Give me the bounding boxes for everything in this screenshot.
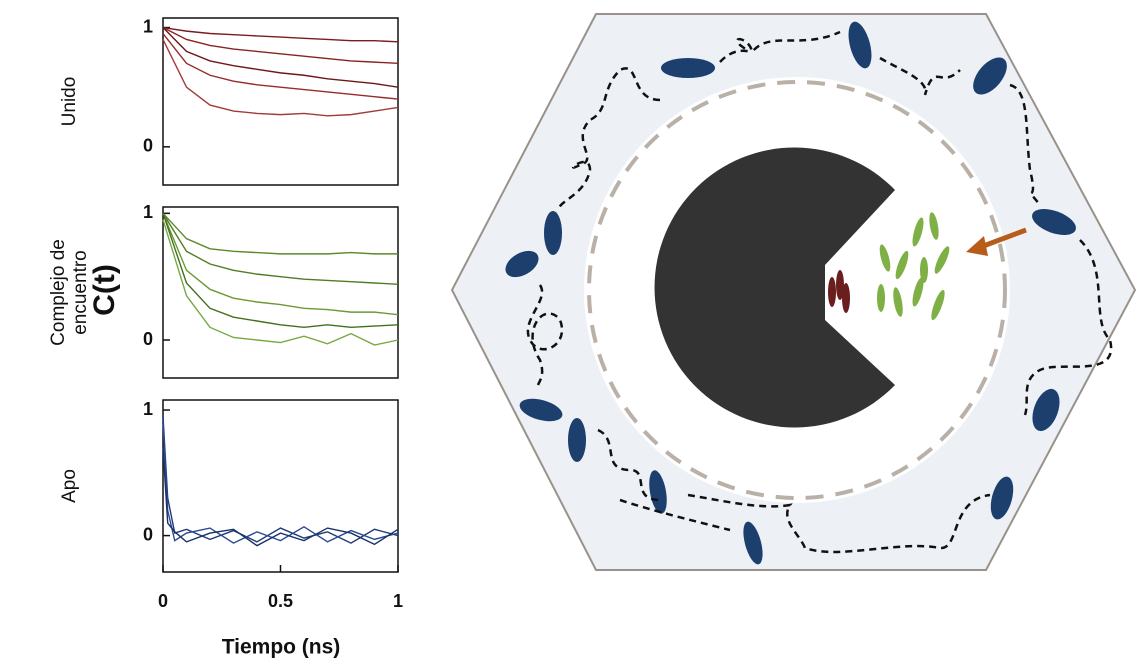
dashed-circle [587,80,1007,500]
series-line [162,26,399,65]
diffusion-paths [526,30,1113,554]
y-axis-title: C(t) [88,264,121,316]
panel-label-line: Complejo de [48,239,69,346]
x-tick-label: 0.5 [268,591,293,611]
orange-arrow [966,227,1027,256]
plot-frame [162,17,399,186]
series-line [162,213,399,329]
y-tick-label: 1 [143,202,153,222]
protein [654,147,895,428]
panel-label: Complejo deencuentro [48,239,91,346]
diagram [450,13,1137,571]
panel-label-line: encuentro [70,250,91,335]
series-line [162,27,399,88]
series-line [162,212,398,255]
series-line [162,416,399,544]
series-line [162,213,399,316]
series-line [162,39,399,117]
free-ligands [505,21,1076,565]
series-line [162,212,399,285]
series-line [162,447,399,547]
x-axis-title: Tiempo (ns) [222,636,341,659]
series-line [162,219,399,346]
y-tick-label: 1 [143,16,153,36]
x-tick-label: 0 [158,591,168,611]
series-line [162,33,399,100]
x-tick-label: 1 [393,591,403,611]
encounter-ligands [877,212,950,321]
panel-label: Apo [59,469,80,503]
y-tick-label: 0 [143,524,153,544]
panel-label: Unido [59,77,80,127]
y-tick-label: 1 [143,399,153,419]
series-line [162,422,399,544]
y-tick-label: 0 [143,136,153,156]
series-line [162,26,399,43]
y-tick-label: 0 [143,329,153,349]
plot-frame [162,399,399,573]
bound-ligands [828,270,850,313]
plot-frame [162,206,399,379]
